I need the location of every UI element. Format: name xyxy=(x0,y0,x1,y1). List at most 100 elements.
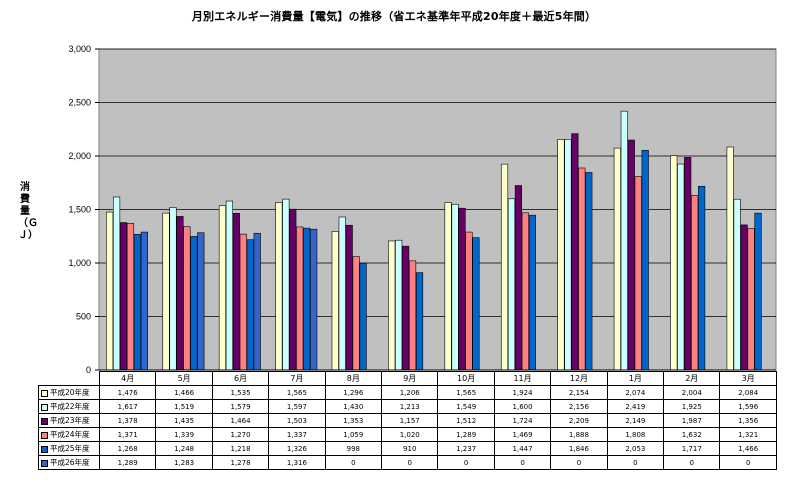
bar xyxy=(747,228,755,371)
data-label: 1,596 xyxy=(719,399,777,414)
legend-label: 平成20年度 xyxy=(50,388,90,397)
data-label: 1,466 xyxy=(155,385,213,400)
data-label: 1,283 xyxy=(155,455,213,470)
y-tick-label: 500 xyxy=(76,312,91,322)
data-label: 1,371 xyxy=(98,427,157,442)
bar xyxy=(126,223,135,371)
bar xyxy=(585,172,593,371)
legend-entry: 平成22年度 xyxy=(38,399,100,414)
data-table: 4月 5月 6月 7月 8月 9月 10月 11月 12月 1月 2月 3月 平成20年度 1,476 1… xyxy=(38,371,777,470)
bar xyxy=(239,233,247,371)
table-row: 平成26年度 1,289 1,283 1,278 1,316 0 0 0 0 0 0 0 0 xyxy=(38,455,777,470)
data-label: 1,289 xyxy=(437,427,495,442)
table-row: 平成22年度 1,617 1,519 1,579 1,597 1,430 1,213 1,54… xyxy=(38,399,777,414)
bar xyxy=(331,231,339,371)
data-label: 910 xyxy=(381,441,439,456)
chart-title: 月別エネルギー消費量【電気】の推移（省エネ基準年平成20年度＋最近5年間） xyxy=(191,10,597,23)
bar xyxy=(106,211,114,371)
bar xyxy=(402,245,410,371)
data-label: 0 xyxy=(663,455,721,470)
y-tick-label: 0 xyxy=(86,365,91,375)
bar xyxy=(415,272,424,371)
bar xyxy=(275,202,283,371)
y-tick-label: 1,500 xyxy=(68,205,91,215)
data-label: 998 xyxy=(324,441,383,456)
data-label: 1,503 xyxy=(268,413,326,428)
x-tick-label: 6月 xyxy=(211,371,270,386)
data-label: 0 xyxy=(437,455,495,470)
bar xyxy=(310,228,318,371)
data-label: 0 xyxy=(324,455,383,470)
bar xyxy=(514,185,523,371)
y-tick-label: 2,000 xyxy=(68,151,91,161)
data-label: 2,419 xyxy=(606,399,665,414)
data-label: 1,469 xyxy=(493,427,552,442)
data-label: 1,289 xyxy=(98,455,157,470)
data-label: 1,925 xyxy=(663,399,721,414)
legend-entry: 平成25年度 xyxy=(38,441,100,456)
bar xyxy=(733,198,741,371)
data-label: 1,378 xyxy=(98,413,157,428)
bar xyxy=(133,234,142,371)
data-label: 2,154 xyxy=(550,385,608,400)
data-label: 1,597 xyxy=(268,399,326,414)
bar xyxy=(507,198,516,371)
legend-swatch xyxy=(41,389,48,397)
table-row: 平成23年度 1,378 1,435 1,464 1,503 1,353 1,157 1,51… xyxy=(38,413,777,428)
y-tick-label: 3,000 xyxy=(68,44,91,54)
bar xyxy=(444,202,452,371)
legend-entry: 平成24年度 xyxy=(38,427,100,442)
data-label: 2,149 xyxy=(606,413,665,428)
bar xyxy=(338,216,346,371)
data-label: 1,337 xyxy=(268,427,326,442)
bar xyxy=(465,231,473,371)
legend-swatch xyxy=(41,417,48,425)
legend-label: 平成22年度 xyxy=(50,402,90,411)
data-label: 1,270 xyxy=(211,427,270,442)
bar xyxy=(740,224,748,371)
data-label: 1,356 xyxy=(719,413,777,428)
bar xyxy=(472,237,480,371)
data-label: 1,579 xyxy=(211,399,270,414)
data-label: 0 xyxy=(493,455,552,470)
bar xyxy=(458,207,466,371)
bar xyxy=(253,232,261,371)
bar xyxy=(197,232,205,371)
data-label: 0 xyxy=(381,455,439,470)
data-label: 0 xyxy=(550,455,608,470)
data-label: 1,435 xyxy=(155,413,213,428)
bar xyxy=(677,163,685,371)
legend-label: 平成23年度 xyxy=(50,416,90,425)
data-label: 1,321 xyxy=(719,427,777,442)
bar xyxy=(670,155,678,371)
data-label: 1,157 xyxy=(381,413,439,428)
bar xyxy=(395,239,403,371)
bar xyxy=(634,176,642,371)
data-label: 1,519 xyxy=(155,399,213,414)
bar xyxy=(698,185,706,371)
bar xyxy=(282,198,290,371)
bar xyxy=(359,262,367,371)
data-label: 1,020 xyxy=(381,427,439,442)
legend-label: 平成26年度 xyxy=(50,458,90,467)
bar xyxy=(232,213,240,371)
x-tick-label: 4月 xyxy=(98,371,157,386)
data-label: 1,476 xyxy=(98,385,157,400)
data-label: 2,209 xyxy=(550,413,608,428)
data-label: 1,206 xyxy=(381,385,439,400)
data-label: 1,617 xyxy=(98,399,157,414)
legend-swatch xyxy=(41,431,48,439)
data-label: 1,466 xyxy=(719,441,777,456)
bar xyxy=(112,196,121,371)
data-label: 1,213 xyxy=(381,399,439,414)
data-label: 2,053 xyxy=(606,441,665,456)
bar xyxy=(176,216,184,371)
x-tick-label: 9月 xyxy=(381,371,439,386)
data-label: 1,535 xyxy=(211,385,270,400)
table-row: 平成24年度 1,371 1,339 1,270 1,337 1,059 1,020 1,28… xyxy=(38,427,777,442)
data-label: 1,268 xyxy=(98,441,157,456)
bar xyxy=(613,147,621,371)
data-label: 1,464 xyxy=(211,413,270,428)
bar xyxy=(500,163,509,371)
